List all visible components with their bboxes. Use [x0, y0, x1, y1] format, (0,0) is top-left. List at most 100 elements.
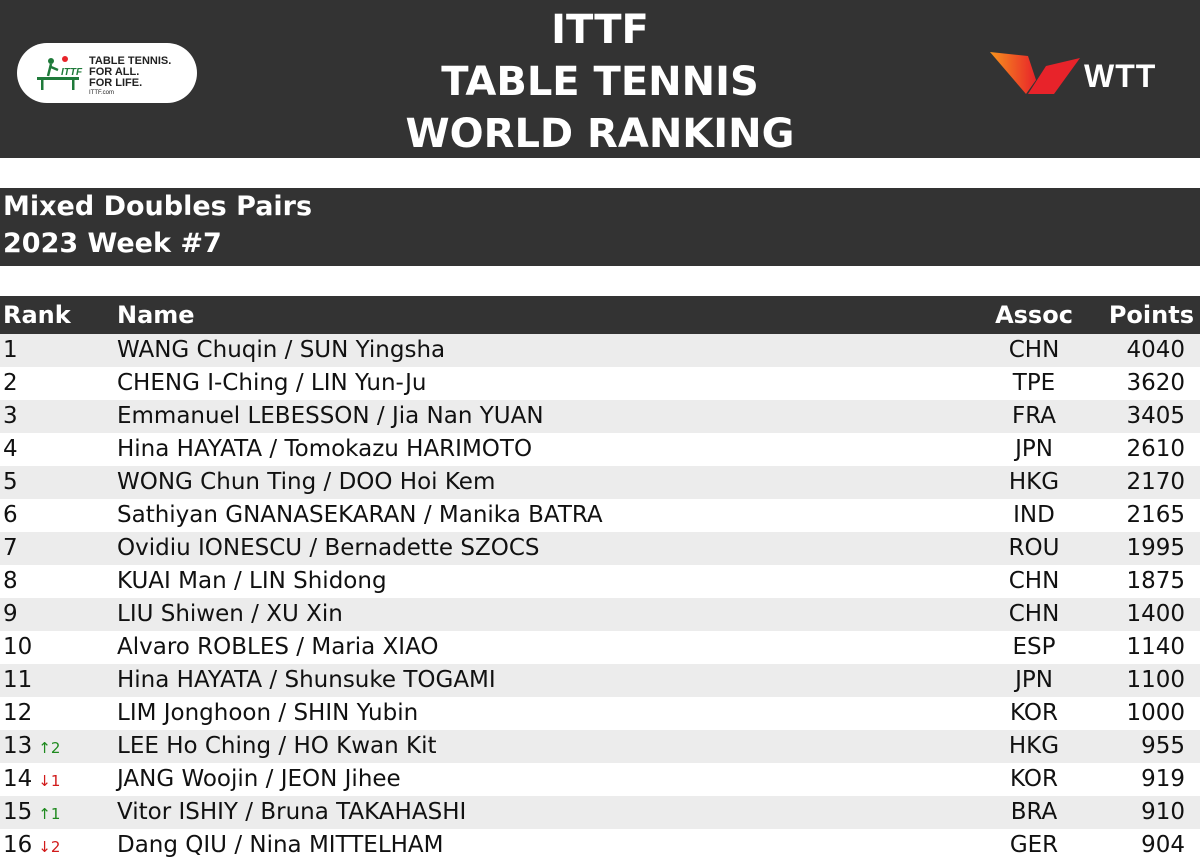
ittf-tagline-2: FOR ALL. — [89, 66, 140, 78]
table-row: 10 Alvaro ROBLES / Maria XIAO ESP 1140 — [0, 631, 1200, 664]
name-cell: LEE Ho Ching / HO Kwan Kit — [117, 733, 437, 759]
rank-number: 2 — [3, 370, 18, 396]
assoc-cell: GER — [1009, 832, 1059, 858]
assoc-cell: IND — [1013, 502, 1055, 528]
rank-number: 12 — [3, 700, 33, 726]
column-header-points: Points — [1108, 301, 1194, 329]
ranking-category: Mixed Doubles Pairs — [3, 191, 313, 222]
points-cell: 1100 — [1126, 667, 1185, 693]
rank-cell: 12 — [3, 697, 32, 730]
rank-cell: 10 — [3, 631, 32, 664]
rank-down-indicator: ↓2 — [38, 838, 61, 856]
table-row: 4 Hina HAYATA / Tomokazu HARIMOTO JPN 2610 — [0, 433, 1200, 466]
points-cell: 955 — [1141, 733, 1185, 759]
rank-number: 7 — [3, 535, 18, 561]
rank-number: 3 — [3, 403, 18, 429]
table-row: 7 Ovidiu IONESCU / Bernadette SZOCS ROU 199… — [0, 532, 1200, 565]
ittf-logo: ITTF TABLE TENNIS. FOR ALL. FOR LIFE. IT… — [17, 43, 197, 103]
title-line-3: WORLD RANKING — [405, 111, 795, 157]
wtt-wordmark: WTT — [1084, 58, 1157, 94]
name-cell: WANG Chuqin / SUN Yingsha — [117, 337, 446, 363]
page-title: ITTF TABLE TENNIS WORLD RANKING — [300, 4, 900, 160]
points-cell: 1400 — [1126, 601, 1185, 627]
points-cell: 1875 — [1126, 568, 1185, 594]
rank-cell: 9 — [3, 598, 18, 631]
ranking-week: 2023 Week #7 — [3, 228, 222, 259]
name-cell: LIM Jonghoon / SHIN Yubin — [117, 700, 419, 726]
title-line-2: TABLE TENNIS — [441, 59, 759, 105]
rank-cell: 7 — [3, 532, 18, 565]
rank-cell: 6 — [3, 499, 18, 532]
table-row: 16 ↓2 Dang QIU / Nina MITTELHAM GER 904 — [0, 829, 1200, 862]
name-cell: Hina HAYATA / Tomokazu HARIMOTO — [117, 436, 533, 462]
points-cell: 919 — [1141, 766, 1185, 792]
rank-cell: 1 — [3, 334, 18, 367]
ranking-subheader: Mixed Doubles Pairs 2023 Week #7 — [0, 188, 1200, 266]
column-header-name: Name — [117, 301, 195, 329]
svg-text:ITTF: ITTF — [61, 67, 83, 78]
rank-cell: 2 — [3, 367, 18, 400]
assoc-cell: HKG — [1008, 469, 1060, 495]
points-cell: 2610 — [1126, 436, 1185, 462]
table-body: 1 WANG Chuqin / SUN Yingsha CHN 4040 2 CHENG … — [0, 334, 1200, 862]
name-cell: WONG Chun Ting / DOO Hoi Kem — [117, 469, 496, 495]
assoc-cell: BRA — [1010, 799, 1058, 825]
ittf-tagline-3: FOR LIFE. — [89, 77, 143, 89]
points-cell: 910 — [1141, 799, 1185, 825]
name-cell: KUAI Man / LIN Shidong — [117, 568, 387, 594]
assoc-cell: TPE — [1012, 370, 1056, 396]
points-cell: 1995 — [1126, 535, 1185, 561]
name-cell: Ovidiu IONESCU / Bernadette SZOCS — [117, 535, 540, 561]
table-row: 8 KUAI Man / LIN Shidong CHN 1875 — [0, 565, 1200, 598]
rank-down-indicator: ↓1 — [38, 772, 61, 790]
table-row: 9 LIU Shiwen / XU Xin CHN 1400 — [0, 598, 1200, 631]
rank-cell: 3 — [3, 400, 18, 433]
rank-up-indicator: ↑1 — [38, 805, 61, 823]
rank-number: 8 — [3, 568, 18, 594]
name-cell: LIU Shiwen / XU Xin — [117, 601, 343, 627]
table-row: 11 Hina HAYATA / Shunsuke TOGAMI JPN 1100 — [0, 664, 1200, 697]
rank-cell: 14 ↓1 — [3, 763, 60, 798]
rank-number: 10 — [3, 634, 33, 660]
rank-number: 11 — [3, 667, 33, 693]
rank-number: 6 — [3, 502, 18, 528]
assoc-cell: ESP — [1012, 634, 1056, 660]
assoc-cell: CHN — [1008, 337, 1060, 363]
points-cell: 3620 — [1126, 370, 1185, 396]
rank-up-indicator: ↑2 — [38, 739, 61, 757]
rank-number: 16 — [3, 832, 33, 858]
assoc-cell: JPN — [1015, 667, 1053, 693]
column-header-rank: Rank — [3, 301, 71, 329]
rank-number: 4 — [3, 436, 18, 462]
assoc-cell: CHN — [1008, 601, 1060, 627]
ranking-table: Rank Name Assoc Points 1 WANG Chuqin / SU… — [0, 296, 1200, 862]
rank-cell: 4 — [3, 433, 18, 466]
column-header-assoc: Assoc — [995, 301, 1073, 329]
name-cell: Emmanuel LEBESSON / Jia Nan YUAN — [117, 403, 544, 429]
rank-number: 14 — [3, 766, 33, 792]
title-line-1: ITTF — [551, 7, 649, 53]
ittf-url: ITTF.com — [89, 90, 114, 96]
name-cell: Dang QIU / Nina MITTELHAM — [117, 832, 444, 858]
points-cell: 2170 — [1126, 469, 1185, 495]
wtt-logo-icon — [990, 52, 1080, 94]
ittf-tagline-1: TABLE TENNIS. — [89, 55, 172, 67]
table-row: 3 Emmanuel LEBESSON / Jia Nan YUAN FRA 3405 — [0, 400, 1200, 433]
points-cell: 4040 — [1126, 337, 1185, 363]
table-row: 6 Sathiyan GNANASEKARAN / Manika BATRA IND… — [0, 499, 1200, 532]
table-row: 1 WANG Chuqin / SUN Yingsha CHN 4040 — [0, 334, 1200, 367]
name-cell: Alvaro ROBLES / Maria XIAO — [117, 634, 439, 660]
table-row: 12 LIM Jonghoon / SHIN Yubin KOR 1000 — [0, 697, 1200, 730]
rank-cell: 8 — [3, 565, 18, 598]
table-header: Rank Name Assoc Points — [0, 296, 1200, 334]
rank-cell: 11 — [3, 664, 32, 697]
points-cell: 3405 — [1126, 403, 1185, 429]
rank-number: 9 — [3, 601, 18, 627]
rank-cell: 16 ↓2 — [3, 829, 60, 864]
assoc-cell: JPN — [1015, 436, 1053, 462]
rank-cell: 13 ↑2 — [3, 730, 60, 765]
table-row: 2 CHENG I-Ching / LIN Yun-Ju TPE 3620 — [0, 367, 1200, 400]
rank-cell: 5 — [3, 466, 18, 499]
assoc-cell: KOR — [1010, 700, 1058, 726]
points-cell: 1140 — [1126, 634, 1185, 660]
